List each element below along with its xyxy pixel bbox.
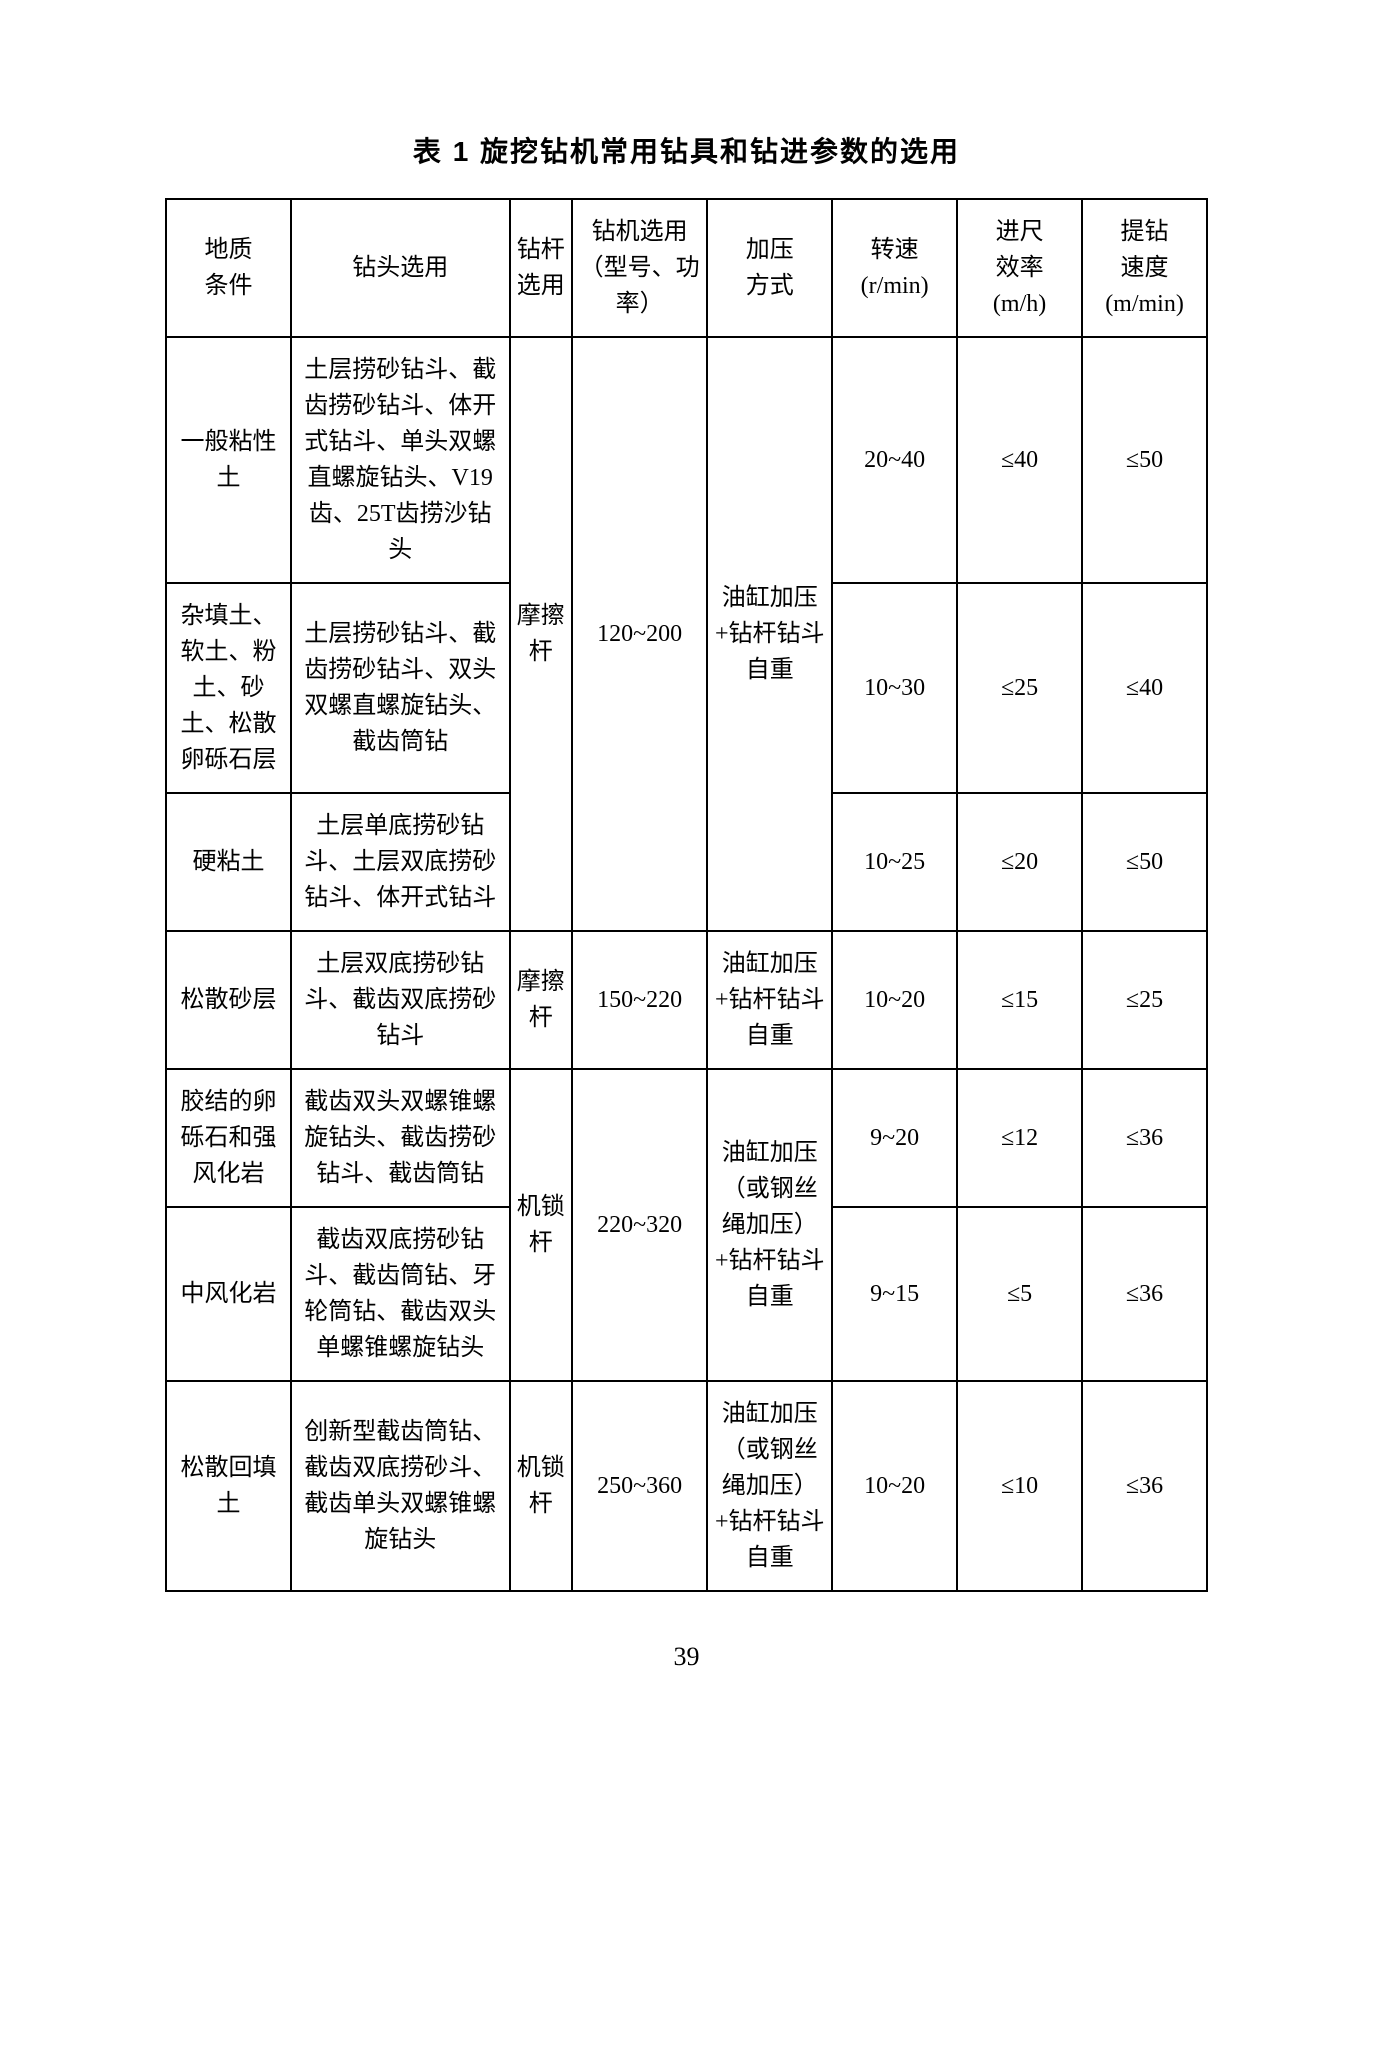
cell-speed: 10~25 — [832, 793, 957, 931]
cell-speed: 10~30 — [832, 583, 957, 793]
cell-lift: ≤50 — [1082, 793, 1207, 931]
parameter-table: 地质条件 钻头选用 钻杆选用 钻机选用（型号、功率） 加压方式 转速(r/min… — [165, 198, 1208, 1592]
header-rod: 钻杆选用 — [510, 199, 572, 337]
cell-speed: 9~20 — [832, 1069, 957, 1207]
cell-press: 油缸加压+钻杆钻斗自重 — [707, 931, 832, 1069]
cell-lift: ≤25 — [1082, 931, 1207, 1069]
cell-model: 220~320 — [572, 1069, 707, 1381]
header-lift: 提钻速度(m/min) — [1082, 199, 1207, 337]
cell-bit: 土层捞砂钻斗、截齿捞砂钻斗、体开式钻斗、单头双螺直螺旋钻头、V19齿、25T齿捞… — [291, 337, 510, 583]
cell-eff: ≤12 — [957, 1069, 1082, 1207]
cell-rod: 机锁杆 — [510, 1381, 572, 1591]
cell-eff: ≤5 — [957, 1207, 1082, 1381]
cell-press: 油缸加压（或钢丝绳加压）+钻杆钻斗自重 — [707, 1381, 832, 1591]
cell-geo: 中风化岩 — [166, 1207, 291, 1381]
cell-press: 油缸加压+钻杆钻斗自重 — [707, 337, 832, 931]
cell-speed: 20~40 — [832, 337, 957, 583]
header-press: 加压方式 — [707, 199, 832, 337]
header-model: 钻机选用（型号、功率） — [572, 199, 707, 337]
cell-rod: 机锁杆 — [510, 1069, 572, 1381]
cell-bit: 创新型截齿筒钻、截齿双底捞砂斗、截齿单头双螺锥螺旋钻头 — [291, 1381, 510, 1591]
cell-speed: 10~20 — [832, 1381, 957, 1591]
cell-eff: ≤25 — [957, 583, 1082, 793]
table-row: 胶结的卵砾石和强风化岩 截齿双头双螺锥螺旋钻头、截齿捞砂钻斗、截齿筒钻 机锁杆 … — [166, 1069, 1207, 1207]
cell-geo: 硬粘土 — [166, 793, 291, 931]
cell-eff: ≤20 — [957, 793, 1082, 931]
cell-lift: ≤36 — [1082, 1381, 1207, 1591]
cell-lift: ≤40 — [1082, 583, 1207, 793]
header-geo: 地质条件 — [166, 199, 291, 337]
table-row: 一般粘性土 土层捞砂钻斗、截齿捞砂钻斗、体开式钻斗、单头双螺直螺旋钻头、V19齿… — [166, 337, 1207, 583]
table-title: 表 1 旋挖钻机常用钻具和钻进参数的选用 — [165, 130, 1208, 170]
cell-geo: 松散回填土 — [166, 1381, 291, 1591]
table-row: 松散回填土 创新型截齿筒钻、截齿双底捞砂斗、截齿单头双螺锥螺旋钻头 机锁杆 25… — [166, 1381, 1207, 1591]
cell-eff: ≤40 — [957, 337, 1082, 583]
page-number: 39 — [165, 1642, 1208, 1672]
table-header-row: 地质条件 钻头选用 钻杆选用 钻机选用（型号、功率） 加压方式 转速(r/min… — [166, 199, 1207, 337]
cell-press: 油缸加压（或钢丝绳加压）+钻杆钻斗自重 — [707, 1069, 832, 1381]
header-eff: 进尺效率(m/h) — [957, 199, 1082, 337]
cell-bit: 截齿双底捞砂钻斗、截齿筒钻、牙轮筒钻、截齿双头单螺锥螺旋钻头 — [291, 1207, 510, 1381]
cell-geo: 杂填土、软土、粉土、砂土、松散卵砾石层 — [166, 583, 291, 793]
cell-geo: 松散砂层 — [166, 931, 291, 1069]
cell-lift: ≤36 — [1082, 1207, 1207, 1381]
cell-model: 150~220 — [572, 931, 707, 1069]
cell-rod: 摩擦杆 — [510, 931, 572, 1069]
cell-bit: 土层捞砂钻斗、截齿捞砂钻斗、双头双螺直螺旋钻头、截齿筒钻 — [291, 583, 510, 793]
header-bit: 钻头选用 — [291, 199, 510, 337]
cell-lift: ≤36 — [1082, 1069, 1207, 1207]
cell-model: 120~200 — [572, 337, 707, 931]
cell-speed: 10~20 — [832, 931, 957, 1069]
header-speed: 转速(r/min) — [832, 199, 957, 337]
cell-bit: 截齿双头双螺锥螺旋钻头、截齿捞砂钻斗、截齿筒钻 — [291, 1069, 510, 1207]
cell-model: 250~360 — [572, 1381, 707, 1591]
cell-eff: ≤15 — [957, 931, 1082, 1069]
cell-geo: 一般粘性土 — [166, 337, 291, 583]
table-row: 松散砂层 土层双底捞砂钻斗、截齿双底捞砂钻斗 摩擦杆 150~220 油缸加压+… — [166, 931, 1207, 1069]
cell-rod: 摩擦杆 — [510, 337, 572, 931]
cell-eff: ≤10 — [957, 1381, 1082, 1591]
cell-geo: 胶结的卵砾石和强风化岩 — [166, 1069, 291, 1207]
cell-lift: ≤50 — [1082, 337, 1207, 583]
cell-speed: 9~15 — [832, 1207, 957, 1381]
cell-bit: 土层双底捞砂钻斗、截齿双底捞砂钻斗 — [291, 931, 510, 1069]
cell-bit: 土层单底捞砂钻斗、土层双底捞砂钻斗、体开式钻斗 — [291, 793, 510, 931]
document-page: 表 1 旋挖钻机常用钻具和钻进参数的选用 地质条件 钻头选用 钻杆选用 钻机选用… — [0, 0, 1373, 1752]
